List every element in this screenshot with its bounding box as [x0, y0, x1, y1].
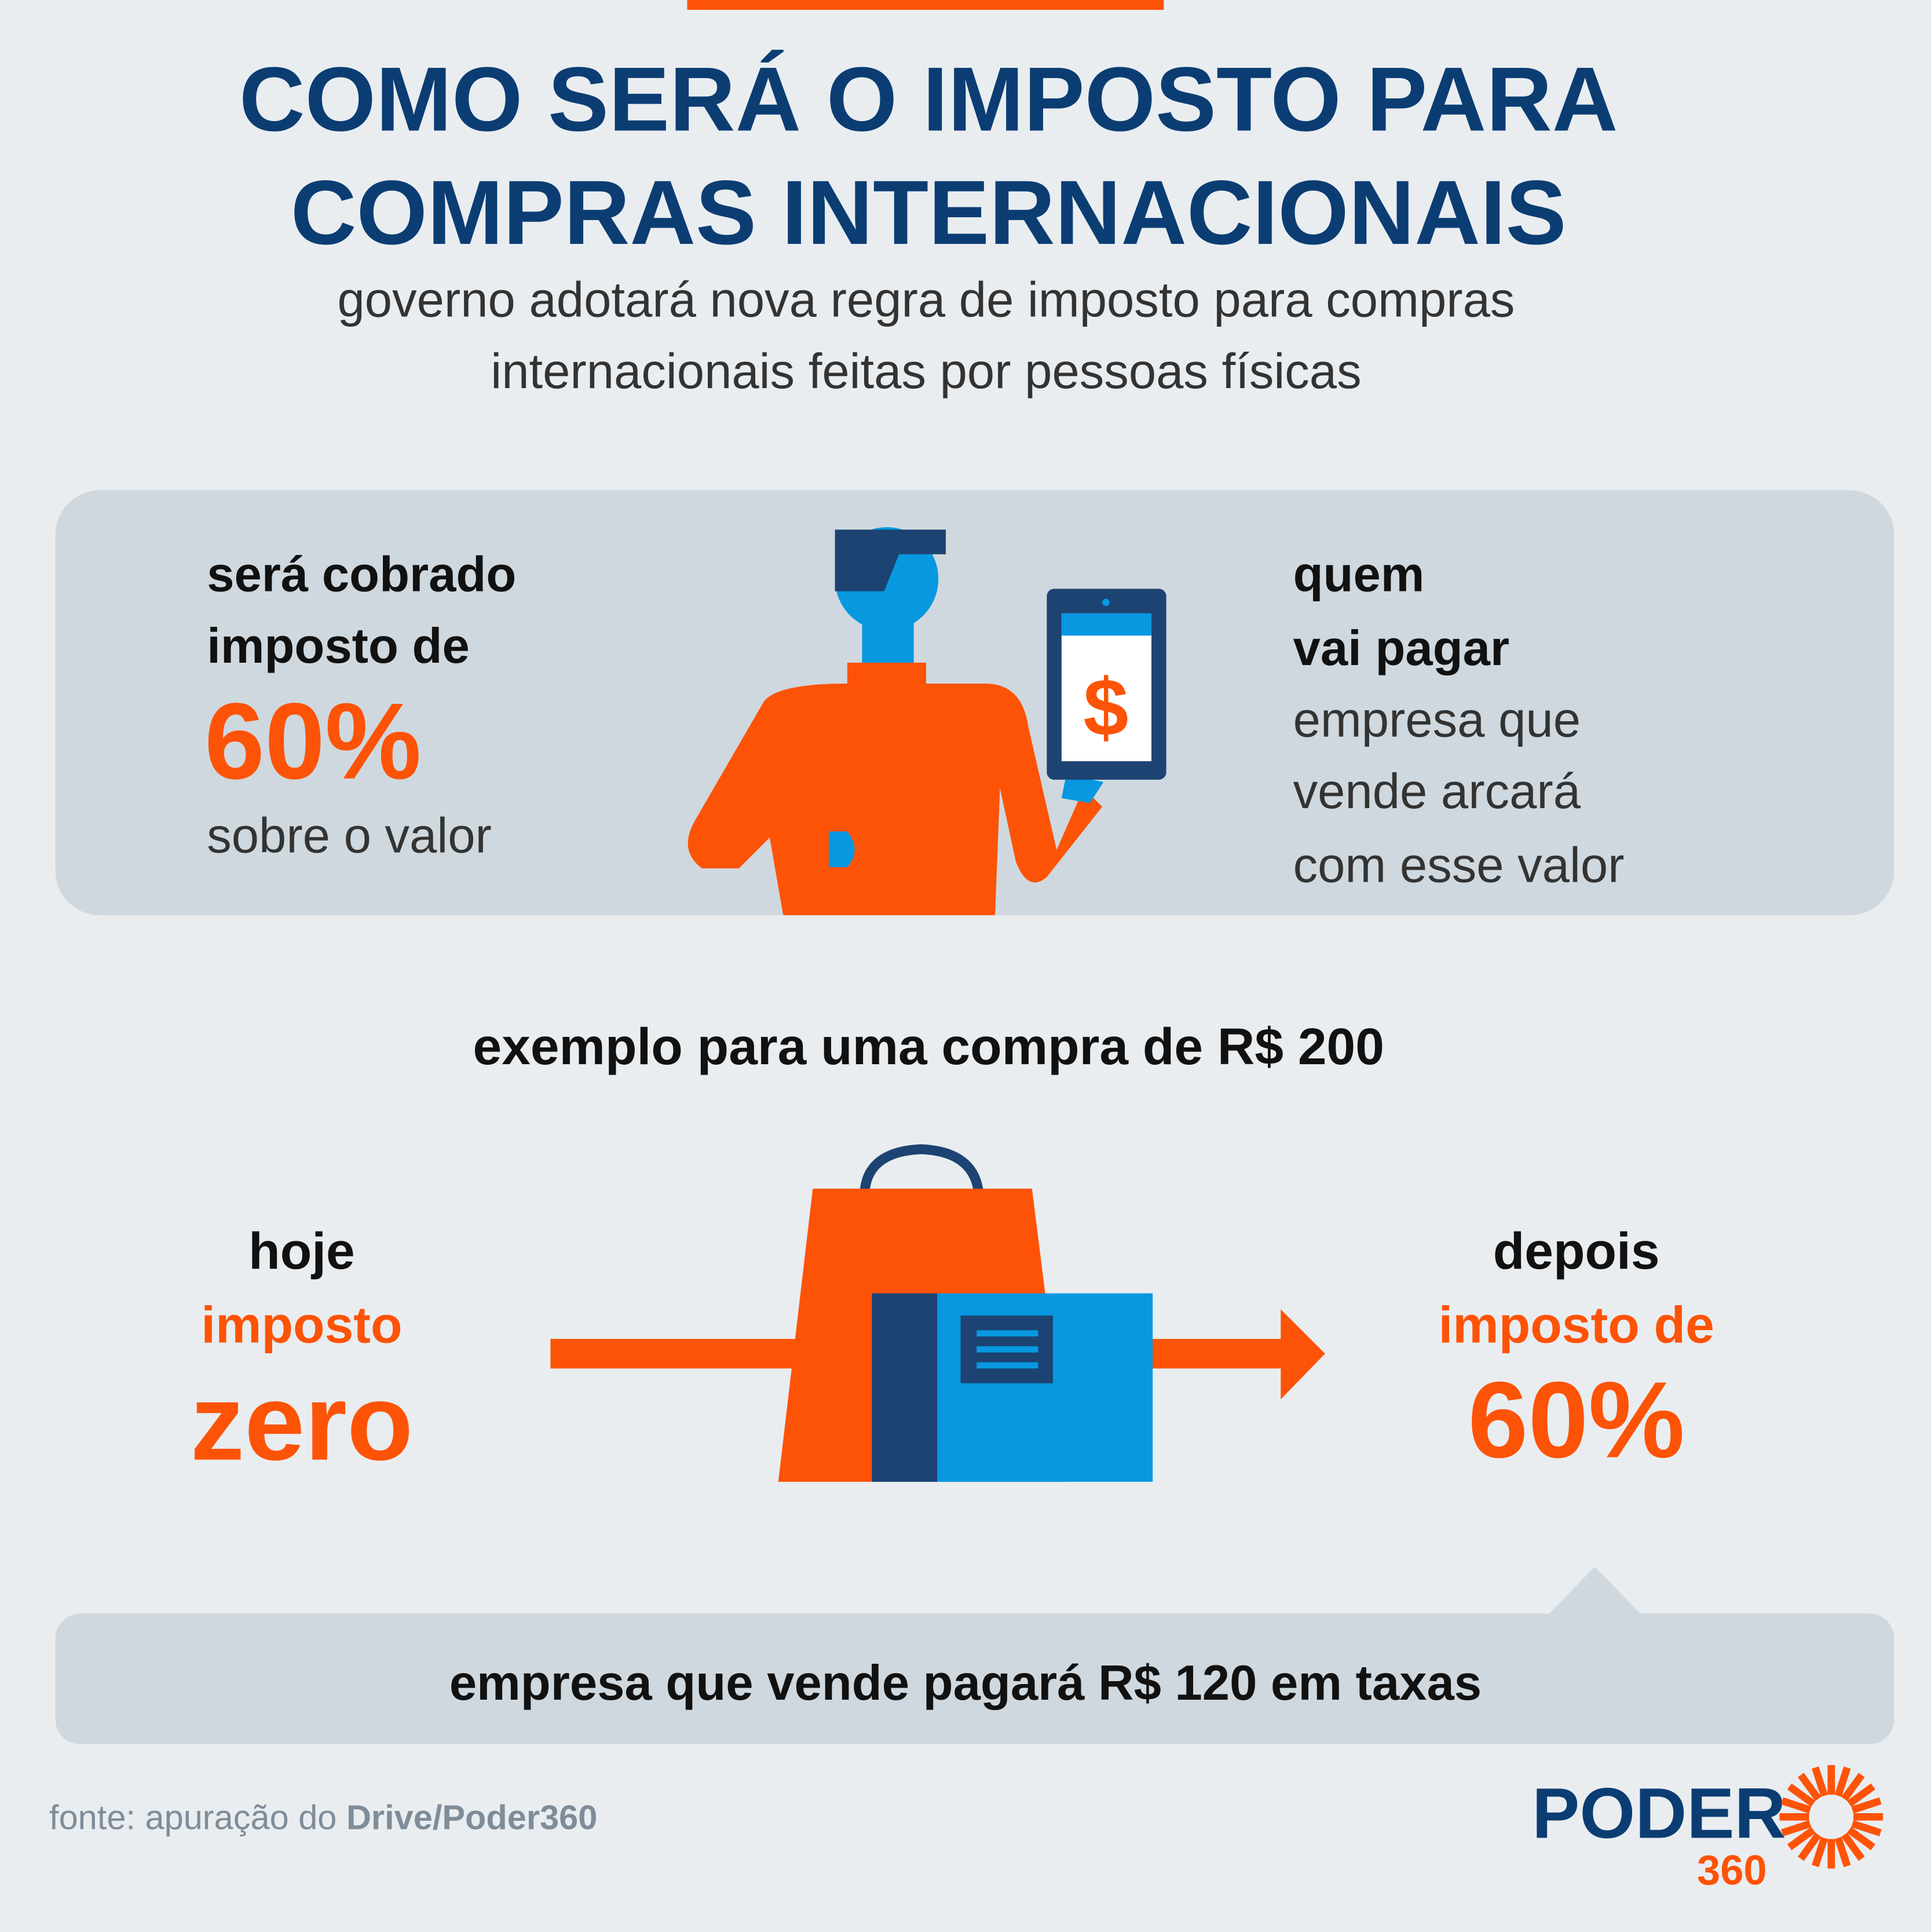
- logo-ray: [1846, 1827, 1875, 1850]
- after-sub: imposto de: [1438, 1296, 1714, 1354]
- text: com esse valor: [1293, 838, 1625, 893]
- today-value: zero: [191, 1362, 414, 1483]
- logo-ray: [1798, 1773, 1822, 1801]
- logo-ray: [1851, 1797, 1882, 1814]
- logo-ray: [1798, 1832, 1822, 1861]
- top-bar: [687, 0, 1164, 10]
- text: empresa que: [1293, 692, 1581, 747]
- logo-ray: [1851, 1820, 1882, 1836]
- logo-number: 360: [1697, 1847, 1767, 1894]
- bag-box-illustration: [778, 1144, 1153, 1482]
- logo-ray: [1812, 1766, 1828, 1797]
- subtitle: governo adotará nova regra de imposto pa…: [338, 272, 1515, 327]
- source-name: Drive/Poder360: [346, 1798, 597, 1836]
- text: vai pagar: [1293, 621, 1509, 676]
- logo-ray: [1846, 1783, 1875, 1807]
- logo-ray: [1812, 1836, 1828, 1868]
- logo-ray: [1787, 1783, 1816, 1807]
- logo-ray: [1787, 1827, 1816, 1850]
- title: COMPRAS INTERNACIONAIS: [291, 162, 1567, 264]
- logo-ray: [1780, 1797, 1812, 1814]
- source: fonte: apuração do Drive/Poder360: [49, 1798, 597, 1836]
- title: COMO SERÁ O IMPOSTO PARA: [239, 49, 1618, 150]
- text: vende arcará: [1293, 764, 1581, 819]
- text: quem: [1293, 547, 1425, 602]
- phone-symbol: $: [1083, 662, 1128, 753]
- text: imposto de: [207, 619, 470, 674]
- subtitle: internacionais feitas por pessoas física…: [491, 344, 1361, 399]
- logo-ray: [1841, 1832, 1865, 1861]
- today-label: hoje: [248, 1222, 355, 1280]
- text: sobre o valor: [207, 808, 492, 863]
- logo-word: PODER: [1532, 1773, 1786, 1853]
- after-value: 60%: [1468, 1359, 1685, 1480]
- logo-ray: [1780, 1820, 1812, 1836]
- rate: 60%: [204, 681, 422, 802]
- note: empresa que vende pagará R$ 120 em taxas: [449, 1656, 1482, 1711]
- logo-ray: [1841, 1773, 1865, 1801]
- after-label: depois: [1493, 1222, 1660, 1280]
- logo-ray: [1834, 1836, 1851, 1868]
- logo-ray: [1834, 1766, 1851, 1797]
- person-illustration: $: [687, 527, 1166, 915]
- example-heading: exemplo para uma compra de R$ 200: [473, 1017, 1384, 1075]
- today-sub: imposto: [201, 1296, 402, 1354]
- source-prefix: fonte: apuração do: [49, 1798, 346, 1836]
- logo: PODER 360: [1532, 1765, 1884, 1894]
- note-panel: [55, 1566, 1895, 1744]
- text: será cobrado: [207, 547, 516, 602]
